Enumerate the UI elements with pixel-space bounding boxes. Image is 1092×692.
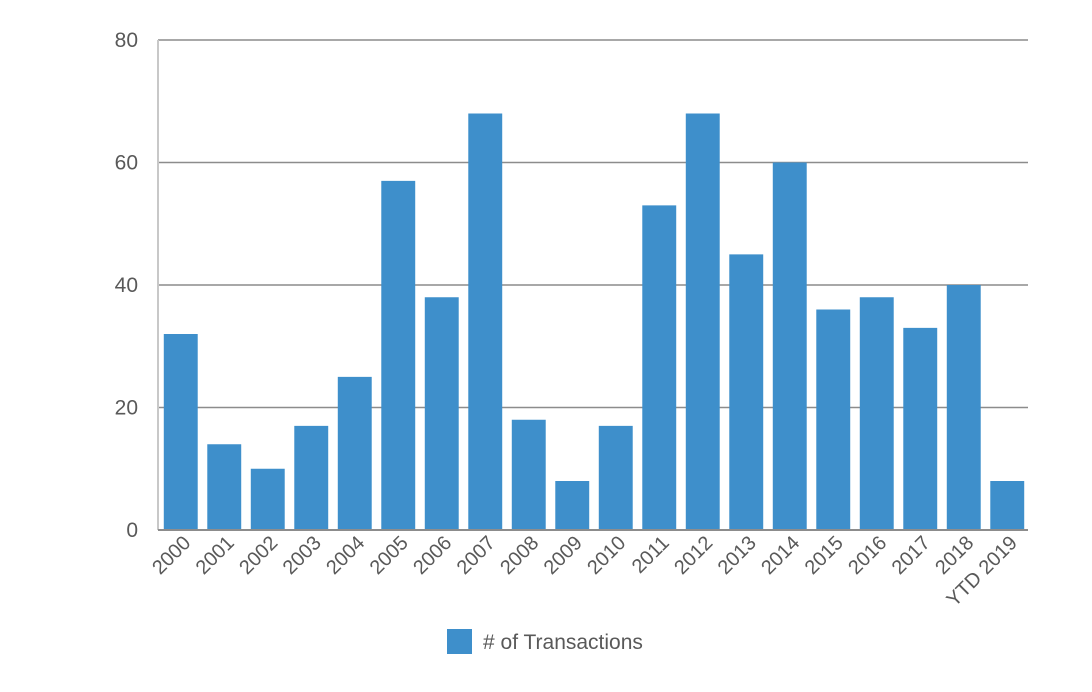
x-tick-label: 2008 [496,532,543,579]
bar [685,113,720,530]
x-tick-label: 2011 [628,532,674,578]
bar [903,327,938,530]
bars [163,113,1025,530]
y-tick-label: 0 [126,519,138,542]
y-tick-label: 80 [115,29,138,52]
y-tick-label: 60 [115,152,138,175]
y-tick-label: 20 [115,397,138,420]
legend: # of Transactions [447,629,643,654]
y-tick-label: 40 [115,274,138,297]
x-tick-label: 2010 [583,532,630,579]
bar [163,334,198,530]
x-tick-label: 2001 [192,532,239,579]
bar [337,376,372,530]
x-tick-label: 2002 [235,532,282,579]
legend-swatch [447,629,472,654]
x-tick-label: 2016 [844,532,891,579]
x-tick-label: 2005 [366,532,413,579]
x-tick-label: 2015 [801,532,848,579]
bar [555,481,590,530]
x-axis: 2000200120022003200420052006200720082009… [148,529,1028,611]
bar [859,297,894,530]
x-tick-label: 2000 [148,532,195,579]
x-tick-label: 2007 [453,532,500,579]
x-tick-label: 2004 [322,532,369,579]
bar [772,162,807,530]
bar [207,444,242,530]
x-tick-label: 2006 [409,532,456,579]
bar [816,309,851,530]
bar [250,468,285,530]
bar [729,254,764,530]
x-tick-label: 2009 [540,532,587,579]
x-tick-label: 2012 [670,532,717,579]
bar [946,285,981,530]
x-tick-label: 2013 [714,532,761,579]
bar [381,180,416,530]
y-axis: 0 20 40 60 80 [115,29,159,542]
legend-label: # of Transactions [483,631,643,654]
x-tick-label: 2003 [279,532,326,579]
x-tick-label: 2014 [757,532,804,579]
bar [642,205,677,530]
bar [424,297,459,530]
bar [511,419,546,530]
bar [598,425,633,530]
x-tick-label: 2017 [888,532,935,579]
bar [294,425,329,530]
bar [990,481,1025,530]
gridlines [158,39,1028,409]
bar [468,113,503,530]
